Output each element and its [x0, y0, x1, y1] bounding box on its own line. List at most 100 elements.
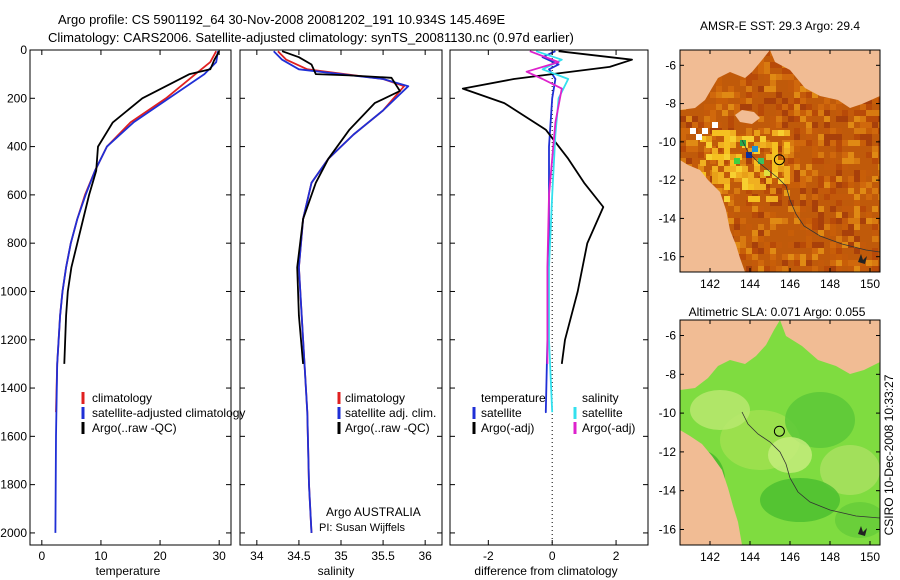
sst-cell	[770, 212, 776, 218]
sst-cell	[878, 116, 880, 122]
sst-cell-warm	[748, 184, 754, 190]
sst-cell	[866, 170, 872, 176]
x-tick-label: 35.5	[371, 549, 395, 563]
sla-bathymetry-contour	[741, 411, 880, 519]
sst-cell	[710, 92, 716, 98]
sst-cell	[836, 128, 842, 134]
sst-cell	[770, 62, 776, 68]
sst-cell	[758, 230, 764, 236]
sst-cell	[782, 152, 788, 158]
salinity-xlabel: salinity	[318, 564, 355, 578]
sst-cell	[812, 194, 818, 200]
sst-cell	[734, 176, 740, 182]
sst-cell-warm	[718, 178, 724, 184]
sst-cell	[830, 254, 836, 260]
sst-cell	[806, 260, 812, 266]
sst-cell	[770, 224, 776, 230]
sst-cell	[782, 74, 788, 80]
sst-cell	[704, 122, 710, 128]
sst-cell	[770, 254, 776, 260]
sst-cell-warm	[724, 142, 730, 148]
sst-cell	[848, 242, 854, 248]
sst-cell-warm	[736, 166, 742, 172]
sst-cell	[782, 266, 788, 272]
sst-cell	[758, 260, 764, 266]
sst-cell	[746, 80, 752, 86]
sst-cell	[836, 266, 842, 272]
sst-cell	[842, 260, 848, 266]
y-tick-label: 400	[7, 140, 27, 154]
sst-cell	[788, 134, 794, 140]
sst-cell	[716, 98, 722, 104]
sst-cell	[740, 206, 746, 212]
sst-cell	[746, 224, 752, 230]
sst-cell	[806, 242, 812, 248]
sst-cell	[764, 230, 770, 236]
sst-cell	[794, 218, 800, 224]
salinity-legend: climatology satellite adj. clim. Argo(..…	[337, 391, 436, 435]
sst-cell	[746, 86, 752, 92]
sst-cell	[788, 74, 794, 80]
sst-cell	[830, 182, 836, 188]
sst-cell	[794, 170, 800, 176]
sst-cell	[740, 218, 746, 224]
sst-cell	[872, 122, 878, 128]
sst-cell	[830, 164, 836, 170]
sst-cell-warm	[730, 142, 736, 148]
sst-cell	[818, 176, 824, 182]
sst-cell	[854, 176, 860, 182]
sst-cell	[728, 212, 734, 218]
sst-cell	[854, 212, 860, 218]
sst-cell	[806, 200, 812, 206]
sst-cell	[794, 206, 800, 212]
sst-cell	[692, 158, 698, 164]
sla-map-frame	[679, 319, 881, 546]
sst-cell	[794, 182, 800, 188]
sst-cell	[800, 182, 806, 188]
sst-cell	[794, 146, 800, 152]
sst-cell	[740, 104, 746, 110]
x-tick-label: 34	[250, 549, 264, 563]
sst-cell-warm	[784, 130, 790, 136]
sst-cell	[836, 182, 842, 188]
sst-cell	[776, 182, 782, 188]
sst-cell	[752, 92, 758, 98]
sst-cell-warm	[742, 172, 748, 178]
sst-cell	[734, 92, 740, 98]
map-x-tick-label: 144	[740, 550, 760, 564]
sst-cell	[740, 236, 746, 242]
sst-cell	[830, 104, 836, 110]
sst-cell-warm	[724, 166, 730, 172]
sst-cell	[818, 140, 824, 146]
sst-cell	[854, 236, 860, 242]
sst-cell	[842, 152, 848, 158]
sst-cell	[860, 116, 866, 122]
sst-cell	[812, 200, 818, 206]
sst-cell	[818, 260, 824, 266]
sst-cell	[824, 128, 830, 134]
sst-cell	[854, 134, 860, 140]
map-x-tick-label: 144	[740, 277, 760, 291]
sst-cell-warm	[754, 130, 760, 136]
sst-cell	[788, 110, 794, 116]
sst-cell	[848, 194, 854, 200]
sst-cell	[878, 98, 880, 104]
sst-cell	[764, 86, 770, 92]
sst-cell-warm	[736, 136, 742, 142]
x-tick-label: 36	[418, 549, 432, 563]
sst-cell	[860, 206, 866, 212]
sst-cell	[812, 206, 818, 212]
sst-cell	[824, 194, 830, 200]
sst-cell	[758, 128, 764, 134]
sst-cell	[764, 248, 770, 254]
legend-sal-argo-label: Argo(-adj)	[582, 421, 635, 435]
map-y-tick-label: -14	[659, 484, 677, 498]
sst-cell	[866, 110, 872, 116]
sst-cell	[872, 224, 878, 230]
sst-cell	[806, 224, 812, 230]
sst-cell	[836, 134, 842, 140]
sst-cell	[776, 146, 782, 152]
sst-cell	[800, 140, 806, 146]
sst-cell	[752, 242, 758, 248]
